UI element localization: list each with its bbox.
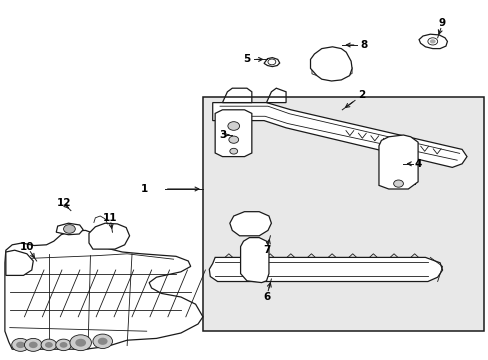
Polygon shape <box>310 47 351 81</box>
Text: 11: 11 <box>102 213 117 223</box>
Text: 4: 4 <box>413 159 421 169</box>
Text: 12: 12 <box>56 198 71 208</box>
Bar <box>203 97 483 331</box>
Circle shape <box>429 39 435 44</box>
Polygon shape <box>378 135 417 189</box>
Text: 3: 3 <box>219 130 225 140</box>
Polygon shape <box>229 212 271 236</box>
Bar <box>203 97 483 331</box>
Circle shape <box>16 342 25 348</box>
Polygon shape <box>89 223 129 249</box>
Polygon shape <box>264 58 279 67</box>
Circle shape <box>267 59 275 65</box>
Text: 6: 6 <box>263 292 269 302</box>
Text: 1: 1 <box>141 184 147 194</box>
Text: 5: 5 <box>243 54 250 64</box>
Circle shape <box>227 122 239 130</box>
Circle shape <box>228 136 238 143</box>
Polygon shape <box>6 250 33 275</box>
Circle shape <box>229 148 237 154</box>
Circle shape <box>60 342 67 348</box>
Circle shape <box>29 342 38 348</box>
Circle shape <box>12 338 29 351</box>
Circle shape <box>63 225 75 233</box>
Text: 8: 8 <box>360 40 367 50</box>
Text: 9: 9 <box>438 18 445 28</box>
Circle shape <box>24 338 42 351</box>
Polygon shape <box>56 223 83 235</box>
Circle shape <box>75 339 86 347</box>
Circle shape <box>45 342 53 348</box>
Polygon shape <box>240 238 268 283</box>
Circle shape <box>70 335 91 351</box>
Circle shape <box>393 180 403 187</box>
Text: 7: 7 <box>262 245 270 255</box>
Circle shape <box>93 334 112 348</box>
Polygon shape <box>222 88 251 103</box>
Circle shape <box>98 338 107 345</box>
Polygon shape <box>5 230 203 349</box>
Circle shape <box>56 339 71 351</box>
Text: 2: 2 <box>358 90 365 100</box>
Polygon shape <box>212 103 466 167</box>
Polygon shape <box>266 88 285 103</box>
Polygon shape <box>215 110 251 157</box>
Circle shape <box>41 339 57 351</box>
Text: 10: 10 <box>20 242 34 252</box>
Polygon shape <box>418 34 447 49</box>
Polygon shape <box>209 257 442 282</box>
Circle shape <box>427 38 437 45</box>
